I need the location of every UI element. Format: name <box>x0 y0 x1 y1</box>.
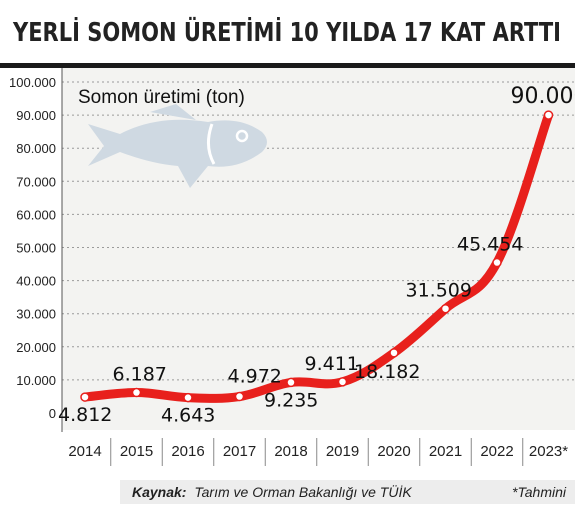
x-tick-label: 2019 <box>326 443 359 460</box>
y-tick-label: 40.000 <box>16 274 56 289</box>
data-label: 31.509 <box>406 280 472 302</box>
data-point <box>337 377 348 387</box>
x-tick-label: 2018 <box>274 443 307 460</box>
data-point <box>234 391 245 402</box>
data-label: 90.000 <box>511 84 575 109</box>
data-point <box>286 377 296 388</box>
x-tick-label: 2020 <box>377 443 410 460</box>
fish-eye <box>235 129 249 143</box>
fish-body <box>88 119 267 188</box>
footer-note: *Tahmini <box>512 484 567 500</box>
chart-title: YERLİ SOMON ÜRETİMİ 10 YILDA 17 KAT ARTT… <box>12 15 561 48</box>
y-tick-label: 70.000 <box>16 174 56 189</box>
x-axis: 2014 2015 2016 2017 2018 2019 2020 2021 2022 2023… <box>68 438 568 466</box>
series-label: Somon üretimi (ton) <box>78 87 245 108</box>
title-rule <box>0 63 575 68</box>
y-tick-label: 60.000 <box>16 207 56 222</box>
source-text: Tarım ve Orman Bakanlığı ve TÜİK <box>194 483 412 500</box>
x-tick-label: 2016 <box>171 443 204 460</box>
gridlines <box>61 68 575 432</box>
source-label: Kaynak: <box>132 484 186 500</box>
x-tick-label: 2022 <box>480 443 513 460</box>
y-tick-label: 30.000 <box>16 307 56 322</box>
footer-source: Kaynak: Tarım ve Orman Bakanlığı ve TÜİK <box>132 483 412 500</box>
y-tick-label: 90.000 <box>16 108 56 123</box>
data-points <box>80 110 554 403</box>
y-tick-label: 100.000 <box>9 75 56 90</box>
y-tick-label: 0 <box>49 406 56 421</box>
data-label: 18.182 <box>354 361 420 383</box>
data-point <box>183 392 193 403</box>
fish-icon <box>88 104 267 188</box>
x-tick-label: 2023* <box>529 443 568 460</box>
x-tick-label: 2021 <box>429 443 462 460</box>
data-label: 9.235 <box>264 389 318 411</box>
x-tick-label: 2015 <box>120 443 153 460</box>
x-tick-label: 2014 <box>68 443 101 460</box>
data-point <box>389 348 399 358</box>
data-label: 9.411 <box>305 353 359 375</box>
data-point <box>80 392 90 402</box>
data-label: 6.187 <box>113 364 167 386</box>
data-point <box>543 110 554 120</box>
data-label: 45.454 <box>457 234 523 256</box>
x-tick-label: 2017 <box>223 443 256 460</box>
y-tick-label: 80.000 <box>16 141 56 156</box>
data-label: 4.972 <box>228 366 282 388</box>
y-tick-label: 10.000 <box>16 373 56 388</box>
data-label: 4.643 <box>161 405 215 427</box>
y-tick-label: 20.000 <box>16 340 56 355</box>
fish-fin <box>150 104 196 120</box>
data-label: 4.812 <box>58 404 112 426</box>
fish-gill <box>207 123 216 165</box>
y-tick-label: 50.000 <box>16 241 56 256</box>
data-point <box>492 257 502 268</box>
footer-background <box>120 480 575 504</box>
y-axis: 0 10.000 20.000 30.000 40.000 50.000 60.000 70.… <box>9 75 56 421</box>
data-point <box>131 387 142 398</box>
data-point <box>440 303 451 314</box>
